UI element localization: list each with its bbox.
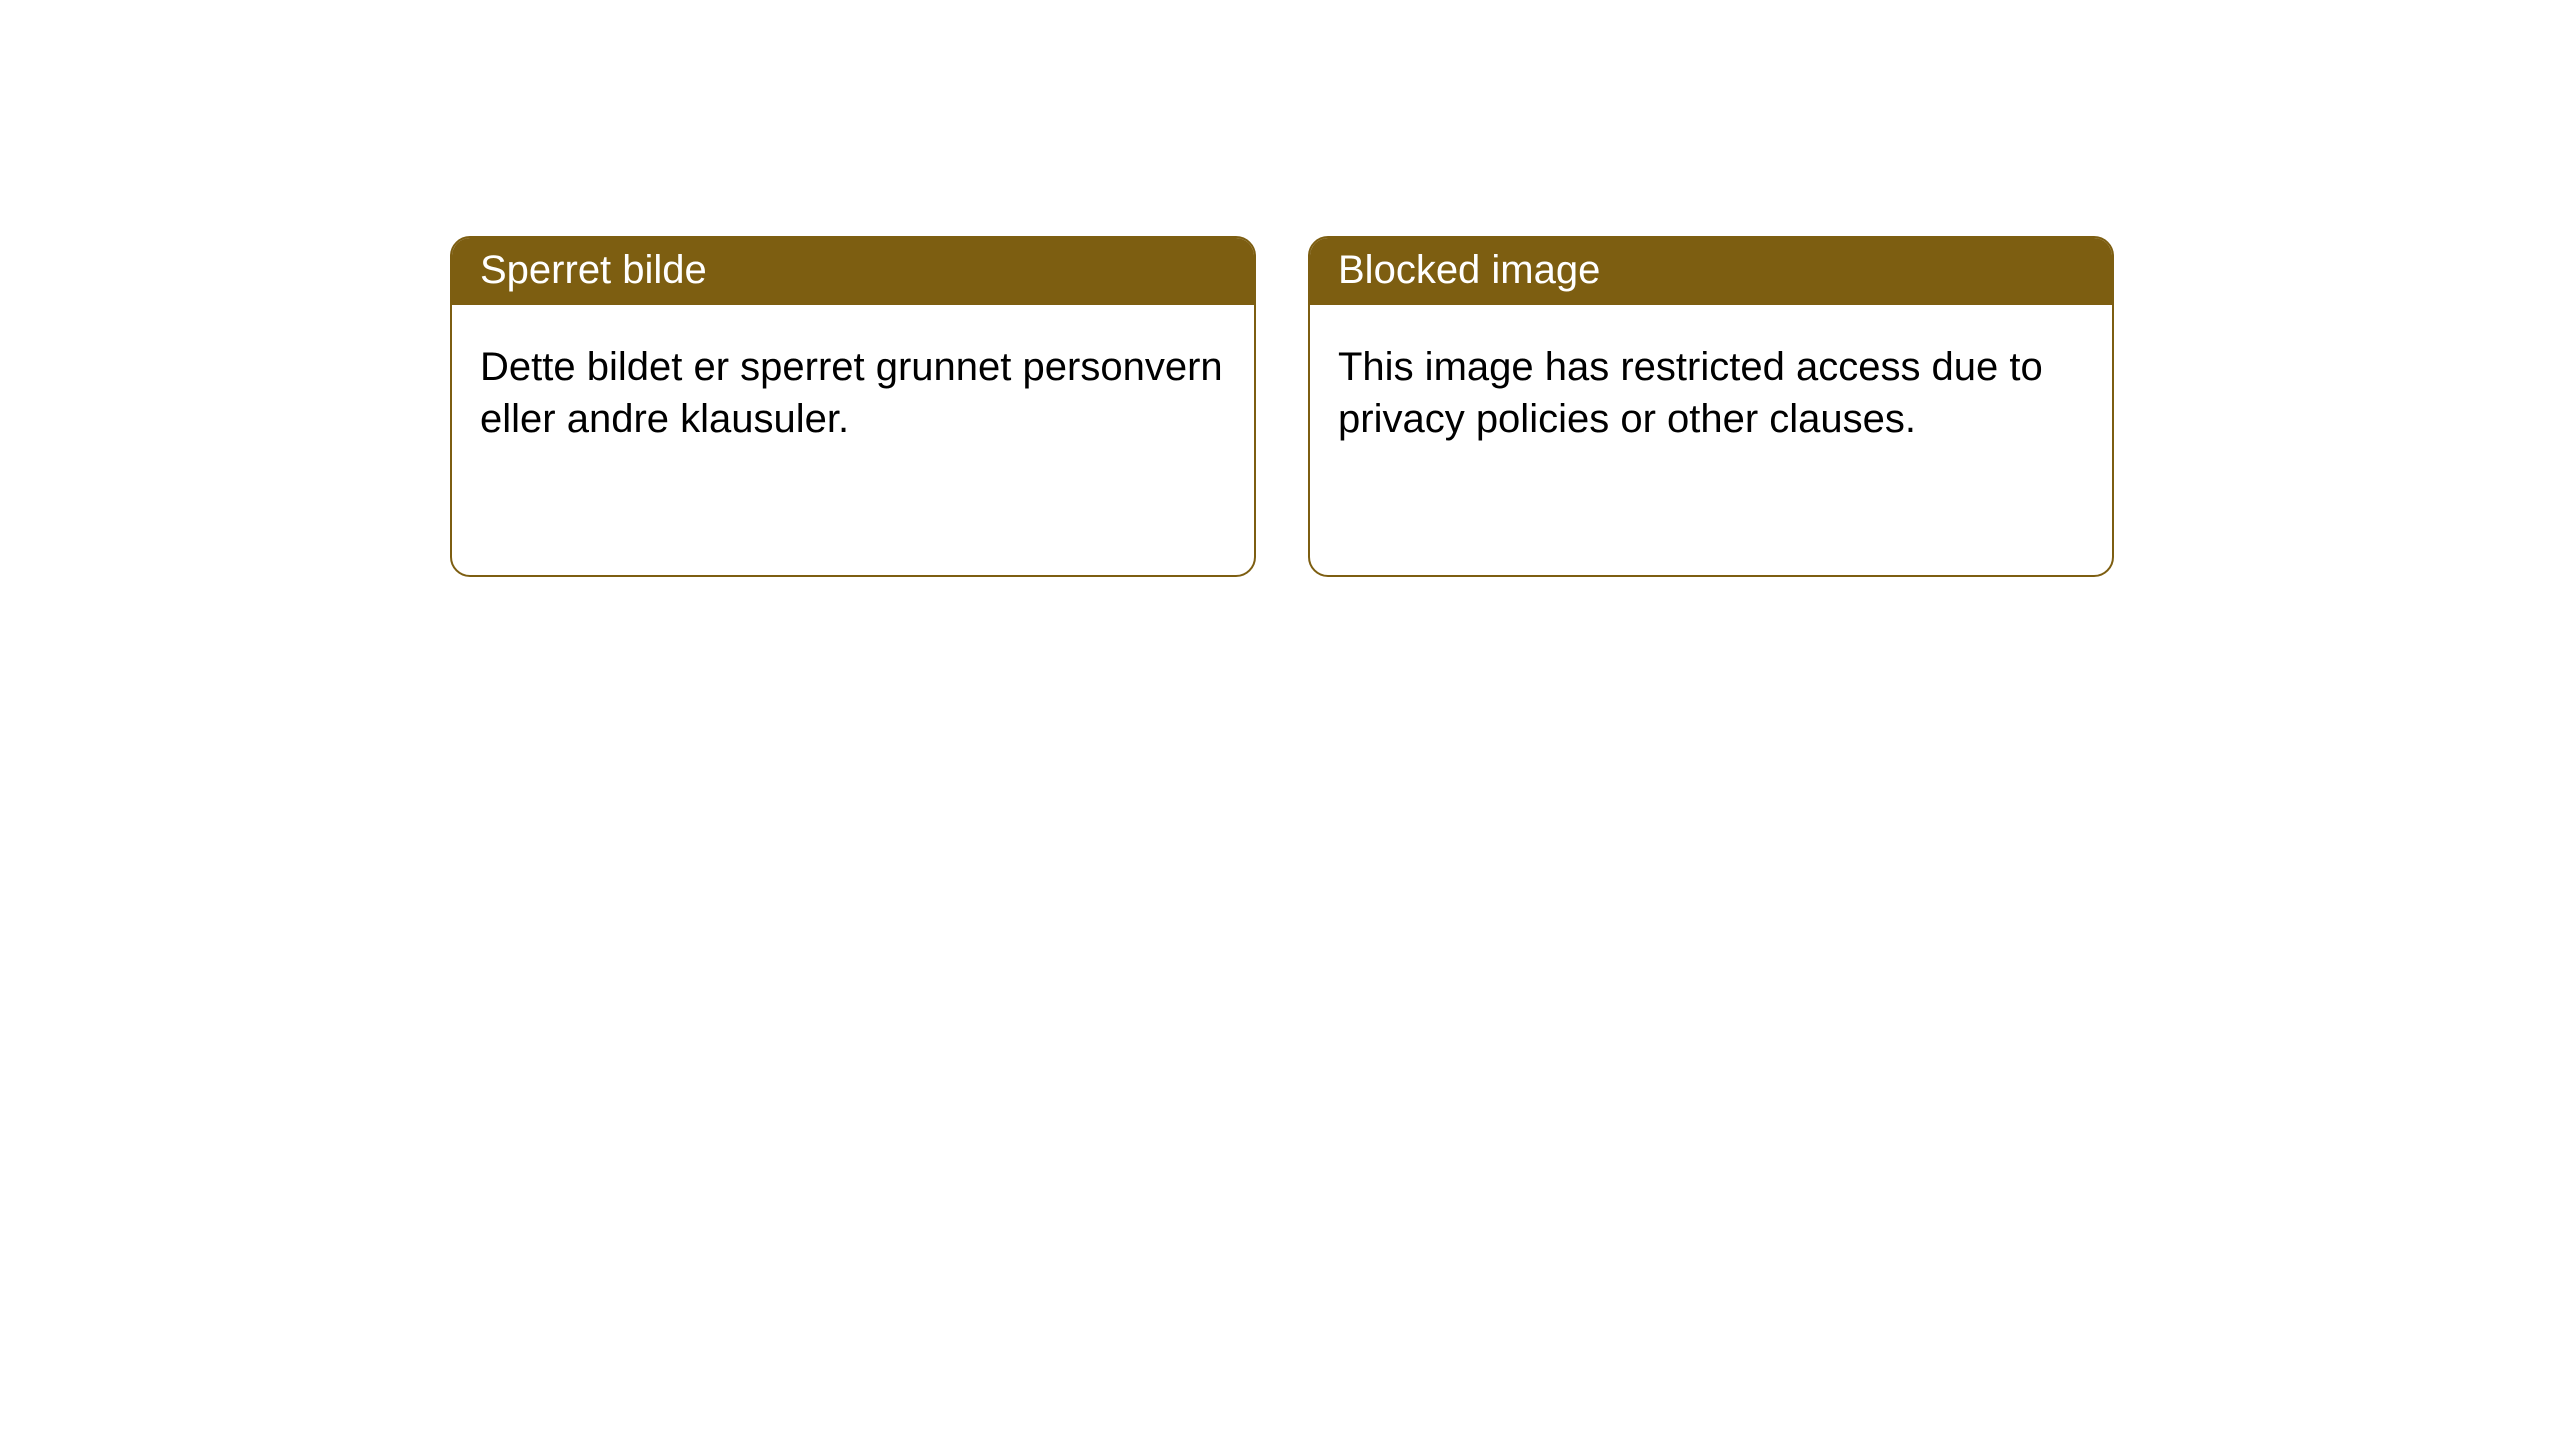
notice-card-norwegian: Sperret bilde Dette bildet er sperret gr… xyxy=(450,236,1256,577)
notice-card-english: Blocked image This image has restricted … xyxy=(1308,236,2114,577)
notice-body: This image has restricted access due to … xyxy=(1310,305,2112,575)
notice-message: This image has restricted access due to … xyxy=(1338,345,2043,441)
notice-body: Dette bildet er sperret grunnet personve… xyxy=(452,305,1254,575)
notice-title: Sperret bilde xyxy=(480,248,707,292)
notice-container: Sperret bilde Dette bildet er sperret gr… xyxy=(0,0,2560,577)
notice-message: Dette bildet er sperret grunnet personve… xyxy=(480,345,1223,441)
notice-title: Blocked image xyxy=(1338,248,1600,292)
notice-header: Blocked image xyxy=(1310,238,2112,305)
notice-header: Sperret bilde xyxy=(452,238,1254,305)
